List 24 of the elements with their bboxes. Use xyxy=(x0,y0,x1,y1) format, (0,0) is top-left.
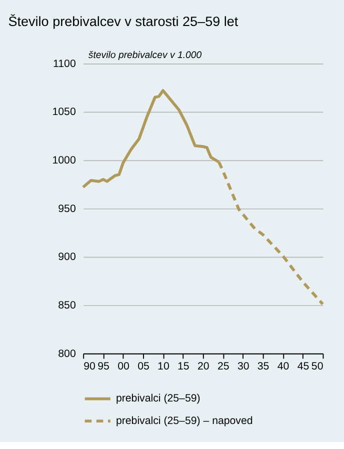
x-tick-label: 00 xyxy=(118,360,130,372)
x-tick-label: 95 xyxy=(98,360,110,372)
chart-title: Število prebivalcev v starosti 25–59 let xyxy=(8,14,238,29)
y-tick-label: 950 xyxy=(58,202,76,215)
y-tick-label: 800 xyxy=(58,348,76,360)
y-axis-title: število prebivalcev v 1.000 xyxy=(88,50,202,62)
x-tick-label: 35 xyxy=(257,360,270,372)
y-tick-label: 1000 xyxy=(52,154,76,167)
x-tick-label: 30 xyxy=(237,360,250,372)
x-tick-label: 90 xyxy=(84,360,96,372)
y-tick-label: 900 xyxy=(58,251,76,264)
x-tick-label: 15 xyxy=(178,360,190,372)
y-tick-label: 1100 xyxy=(53,58,76,70)
y-tick-label: 850 xyxy=(58,299,76,312)
y-tick-label: 1050 xyxy=(52,106,76,118)
x-tick-label: 50 xyxy=(311,360,324,372)
x-tick-label: 40 xyxy=(277,360,290,372)
legend-label: prebivalci (25–59) – napoved xyxy=(116,414,253,427)
x-tick-label: 05 xyxy=(138,360,150,372)
x-tick-label: 45 xyxy=(297,360,310,372)
legend-label: prebivalci (25–59) xyxy=(116,392,200,405)
x-tick-label: 20 xyxy=(198,360,210,372)
x-tick-label: 25 xyxy=(217,360,230,372)
x-tick-label: 10 xyxy=(158,360,170,372)
